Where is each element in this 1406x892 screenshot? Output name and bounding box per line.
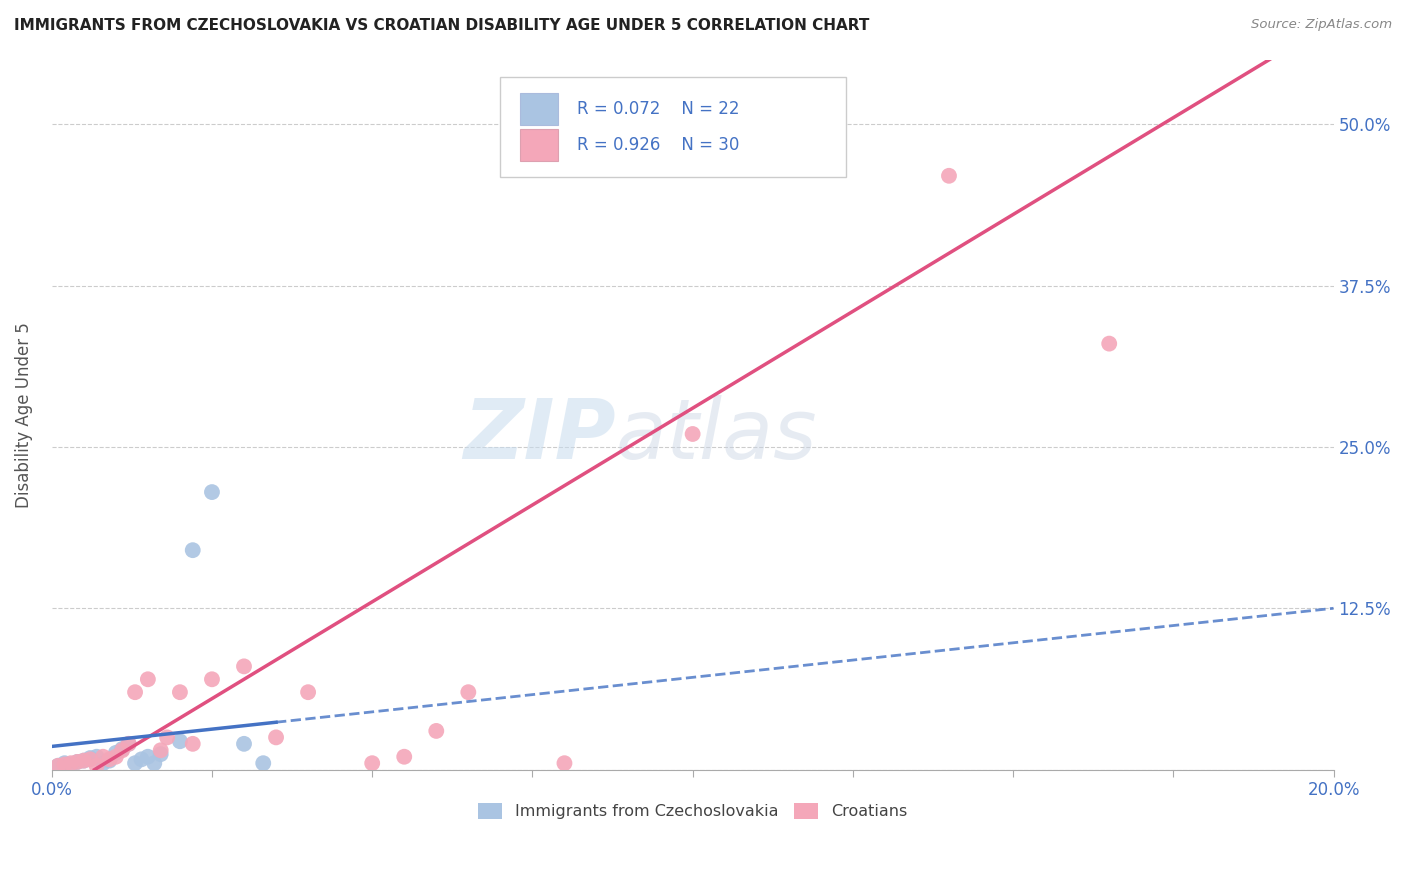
Point — [233, 737, 256, 751]
Point — [264, 731, 287, 745]
Point — [169, 734, 191, 748]
Point — [59, 756, 82, 771]
Point — [111, 742, 134, 756]
Point — [53, 756, 76, 771]
Point — [1098, 336, 1121, 351]
Point — [79, 751, 101, 765]
Text: atlas: atlas — [616, 395, 817, 476]
Point — [91, 749, 114, 764]
Point — [394, 749, 416, 764]
Point — [136, 749, 159, 764]
Point — [111, 743, 134, 757]
Text: ZIP: ZIP — [463, 395, 616, 476]
Point — [156, 731, 179, 745]
Legend: Immigrants from Czechoslovakia, Croatians: Immigrants from Czechoslovakia, Croatian… — [471, 797, 914, 826]
Point — [91, 756, 114, 771]
Point — [98, 754, 121, 768]
Point — [149, 743, 172, 757]
Point — [297, 685, 319, 699]
Point — [73, 754, 96, 768]
Point — [66, 755, 89, 769]
Point — [169, 685, 191, 699]
Point — [201, 673, 224, 687]
FancyBboxPatch shape — [520, 94, 558, 125]
Text: Source: ZipAtlas.com: Source: ZipAtlas.com — [1251, 18, 1392, 31]
Point — [46, 758, 69, 772]
Point — [104, 746, 127, 760]
Point — [553, 756, 575, 771]
Point — [104, 749, 127, 764]
FancyBboxPatch shape — [501, 78, 846, 177]
Point — [59, 757, 82, 772]
Text: R = 0.926    N = 30: R = 0.926 N = 30 — [578, 136, 740, 153]
Point — [86, 749, 108, 764]
Point — [86, 758, 108, 772]
Text: R = 0.072    N = 22: R = 0.072 N = 22 — [578, 100, 740, 119]
FancyBboxPatch shape — [520, 128, 558, 161]
Point — [233, 659, 256, 673]
Point — [73, 754, 96, 768]
Point — [143, 756, 166, 771]
Point — [252, 756, 274, 771]
Point — [118, 737, 141, 751]
Point — [181, 543, 204, 558]
Point — [131, 752, 153, 766]
Point — [66, 755, 89, 769]
Point — [457, 685, 479, 699]
Point — [361, 756, 384, 771]
Point — [98, 752, 121, 766]
Point — [938, 169, 960, 183]
Text: IMMIGRANTS FROM CZECHOSLOVAKIA VS CROATIAN DISABILITY AGE UNDER 5 CORRELATION CH: IMMIGRANTS FROM CZECHOSLOVAKIA VS CROATI… — [14, 18, 869, 33]
Point — [46, 758, 69, 772]
Point — [149, 747, 172, 761]
Point — [181, 737, 204, 751]
Point — [79, 752, 101, 766]
Point — [118, 737, 141, 751]
Point — [201, 485, 224, 500]
Y-axis label: Disability Age Under 5: Disability Age Under 5 — [15, 322, 32, 508]
Point — [136, 673, 159, 687]
Point — [124, 685, 146, 699]
Point — [124, 756, 146, 771]
Point — [682, 427, 704, 442]
Point — [425, 723, 447, 738]
Point — [53, 757, 76, 772]
